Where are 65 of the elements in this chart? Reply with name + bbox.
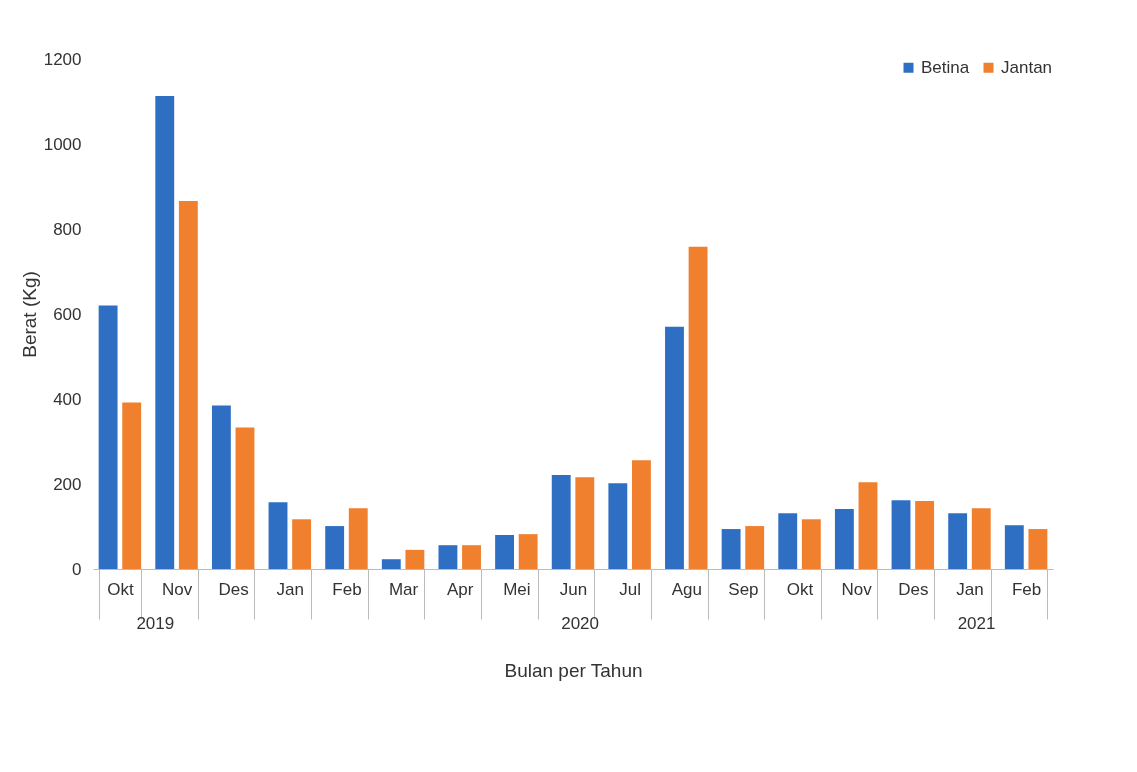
x-tick-label: Mei	[503, 579, 531, 599]
bar	[518, 534, 538, 569]
x-tick-label: Okt	[107, 579, 134, 599]
bar	[211, 405, 231, 569]
x-tick-label: Jul	[619, 579, 641, 599]
bar	[608, 483, 628, 569]
bar	[665, 326, 684, 569]
bar	[632, 460, 651, 569]
bar	[721, 529, 741, 569]
bar	[155, 95, 175, 569]
x-tick-label: Sep	[728, 579, 759, 599]
y-tick-label: 1200	[43, 49, 82, 69]
bar	[462, 545, 481, 569]
bar	[1004, 525, 1024, 569]
x-tick-label: Okt	[786, 579, 814, 599]
y-tick-label: 400	[53, 389, 82, 409]
bar	[858, 482, 878, 569]
x-tick-label: Apr	[446, 579, 474, 599]
x-tick-label: Nov	[161, 579, 193, 599]
x-tick-label: Agu	[671, 579, 702, 599]
x-tick-label: Nov	[841, 579, 873, 599]
x-tick-label: Feb	[332, 579, 362, 599]
x-tick-label: Jan	[956, 579, 984, 599]
bar	[438, 545, 458, 569]
bar	[801, 519, 821, 569]
bar	[971, 508, 991, 569]
bar	[551, 475, 571, 569]
bar	[325, 526, 345, 569]
y-tick-label: 200	[53, 474, 82, 494]
x-tick-label: Mar	[388, 579, 419, 599]
y-tick-label: 800	[53, 219, 82, 239]
y-axis-title: Berat (Kg)	[18, 271, 40, 358]
text: 2020	[561, 614, 599, 633]
y-tick-label: 600	[53, 304, 82, 324]
x-tick-label: Feb	[1011, 579, 1042, 599]
bar	[98, 305, 118, 569]
bar	[405, 549, 425, 569]
bar	[915, 501, 935, 569]
y-tick-label: 0	[72, 559, 82, 579]
bar	[268, 502, 288, 569]
bar	[495, 535, 514, 569]
bar	[778, 513, 798, 569]
text: 2019	[136, 614, 175, 633]
bar	[575, 477, 595, 569]
x-tick-label: Des	[218, 579, 249, 599]
bar	[381, 559, 401, 569]
text: 2021	[957, 614, 996, 633]
y-tick-label: 1000	[43, 134, 82, 154]
x-axis-title: Bulan per Tahun	[504, 660, 643, 681]
bar	[948, 513, 968, 569]
legend-label: Jantan	[1001, 57, 1053, 77]
x-tick-label: Des	[898, 579, 929, 599]
bar	[891, 500, 911, 569]
bar	[1028, 529, 1048, 569]
bar	[122, 402, 142, 569]
bar	[688, 246, 708, 569]
x-tick-label: Jan	[276, 579, 305, 599]
bar	[292, 519, 312, 569]
bar	[178, 200, 198, 569]
bar	[348, 508, 368, 569]
bar	[235, 427, 255, 569]
bar	[745, 526, 765, 569]
bar	[834, 509, 854, 569]
x-tick-label: Jun	[559, 579, 588, 599]
legend-label: Betina	[921, 57, 970, 77]
